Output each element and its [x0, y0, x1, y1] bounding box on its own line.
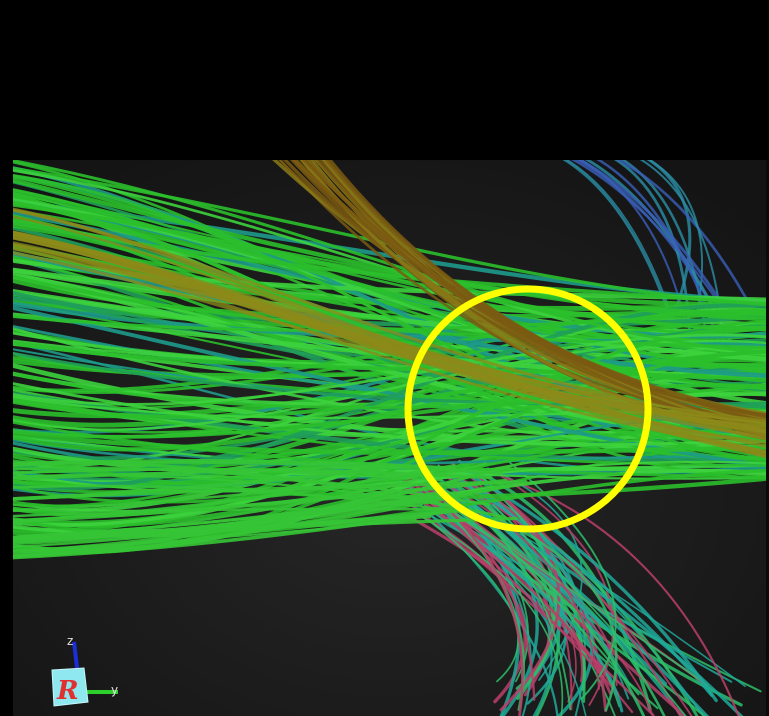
z-axis-label: z [67, 634, 73, 648]
fiber-streamline [13, 230, 766, 422]
fiber-streamline [616, 160, 758, 318]
fiber-streamline [13, 174, 766, 390]
fiber-streamline [492, 503, 687, 716]
fiber-streamline [13, 177, 766, 322]
fiber-streamline [13, 243, 766, 453]
fiber-tract-render [13, 160, 766, 716]
fiber-streamline [13, 464, 400, 501]
right-border [766, 160, 769, 716]
fiber-streamline [648, 160, 704, 315]
fiber-streamline [478, 477, 561, 712]
fiber-streamline [570, 160, 730, 319]
left-border [0, 160, 13, 716]
fiber-streamline [315, 160, 766, 418]
top-black-bar [0, 0, 769, 160]
fiber-streamline [13, 459, 456, 470]
fiber-streamline [13, 174, 766, 461]
fiber-streamline [13, 362, 766, 450]
fiber-streamline [452, 504, 654, 716]
fiber-streamline [13, 464, 412, 481]
fiber-streamline [13, 251, 766, 430]
fiber-streamline [13, 466, 491, 507]
fiber-streamline [409, 469, 572, 711]
orientation-widget: R z y [51, 634, 118, 707]
fiber-bundle-main [13, 160, 766, 560]
3d-tractography-viewport[interactable] [13, 160, 766, 716]
fiber-streamline [13, 469, 466, 513]
fiber-streamline [448, 485, 600, 690]
face-letter: R [56, 676, 79, 706]
fiber-streamline [13, 492, 471, 548]
fiber-streamline [13, 462, 488, 541]
fiber-streamline [13, 244, 766, 462]
fiber-streamline [472, 476, 718, 703]
fiber-streamline [13, 236, 766, 448]
fiber-streamline [13, 311, 766, 332]
fiber-streamline [576, 160, 728, 312]
fiber-streamline [13, 202, 766, 330]
y-axis-label: y [111, 683, 118, 697]
fiber-streamline [401, 467, 536, 701]
fiber-streamline [13, 460, 766, 493]
fiber-streamline [293, 160, 766, 418]
fiber-streamline [491, 469, 614, 706]
highlight-circle [404, 285, 652, 533]
fiber-streamline [432, 500, 646, 716]
fiber-streamline [13, 383, 766, 439]
orientation-cube-face [51, 667, 89, 707]
fiber-streamline [13, 478, 508, 524]
fiber-streamline [13, 215, 766, 425]
fiber-streamline [487, 467, 583, 681]
fiber-streamline [421, 516, 564, 716]
fiber-streamline [13, 474, 465, 510]
fiber-streamline [13, 339, 766, 431]
fiber-bundle-brown [13, 160, 766, 459]
fiber-streamline [13, 333, 766, 406]
fiber-streamline [13, 340, 766, 383]
fiber-streamline [13, 491, 457, 544]
fiber-streamline [492, 515, 618, 712]
